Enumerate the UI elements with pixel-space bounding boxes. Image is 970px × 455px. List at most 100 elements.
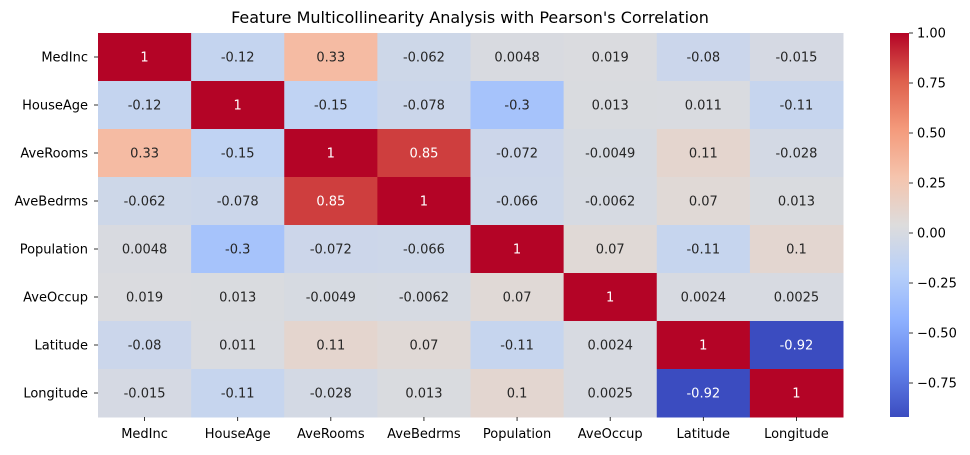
y-tick-label: HouseAge: [22, 99, 88, 114]
colorbar-tick-label: 0.00: [917, 227, 946, 242]
heatmap-cells: [98, 33, 844, 418]
cell-value-label: -0.11: [686, 243, 720, 258]
cell-value-label: -0.0062: [399, 291, 449, 306]
heatmap-cell: [749, 81, 844, 130]
y-tick-label: AveOccup: [23, 291, 88, 306]
cell-value-label: 1: [513, 243, 521, 258]
heatmap-cell: [284, 321, 378, 370]
heatmap-cell: [470, 225, 565, 274]
cell-value-label: -0.078: [217, 195, 259, 210]
cell-value-label: 1: [420, 195, 428, 210]
x-tick-label: AveRooms: [297, 427, 365, 442]
cell-value-label: -0.15: [314, 99, 348, 114]
cell-value-label: -0.066: [496, 195, 538, 210]
cell-value-label: 0.33: [316, 51, 345, 66]
heatmap-cell: [656, 321, 751, 370]
heatmap-cell: [377, 369, 471, 418]
heatmap-cell: [470, 369, 565, 418]
heatmap-cell: [749, 33, 844, 82]
heatmap-cell: [563, 321, 658, 370]
heatmap-cell: [470, 129, 565, 178]
cell-value-label: 1: [234, 99, 242, 114]
heatmap-cell: [749, 369, 844, 418]
heatmap-cell: [656, 225, 751, 274]
heatmap-cell: [191, 225, 285, 274]
heatmap-cell: [377, 321, 471, 370]
cell-value-label: 0.85: [409, 147, 438, 162]
cell-value-label: -0.062: [124, 195, 166, 210]
cell-value-label: -0.072: [496, 147, 538, 162]
cell-value-label: 0.33: [130, 147, 159, 162]
heatmap-cell: [656, 177, 751, 226]
cell-value-label: 1: [699, 339, 707, 354]
y-tick-label: Population: [20, 243, 88, 258]
heatmap-cell: [749, 225, 844, 274]
heatmap-cell: [656, 33, 751, 82]
cell-value-label: -0.15: [221, 147, 255, 162]
heatmap-cell: [98, 33, 192, 82]
heatmap-cell: [98, 369, 192, 418]
cell-value-label: -0.11: [780, 99, 814, 114]
cell-value-label: -0.08: [686, 51, 720, 66]
chart-title: Feature Multicollinearity Analysis with …: [231, 8, 709, 27]
cell-value-label: 0.07: [596, 243, 625, 258]
cell-value-label: 0.0048: [122, 243, 168, 258]
heatmap-cell: [98, 129, 192, 178]
colorbar: 1.00 0.75 0.50 0.25 0.00 −0.25 −0.50 −0.75: [890, 27, 957, 417]
cell-value-label: 1: [327, 147, 335, 162]
heatmap-cell: [191, 129, 285, 178]
y-tick-label: Latitude: [34, 339, 88, 354]
cell-value-label: 0.011: [219, 339, 256, 354]
heatmap-cell: [284, 33, 378, 82]
heatmap-cell: [191, 177, 285, 226]
cell-value-label: -0.3: [225, 243, 250, 258]
cell-value-label: -0.028: [310, 387, 352, 402]
cell-value-label: -0.12: [128, 99, 162, 114]
colorbar-gradient: [890, 33, 909, 417]
cell-value-label: 0.0048: [494, 51, 540, 66]
cell-value-label: -0.92: [780, 339, 814, 354]
x-tick-label: Latitude: [677, 427, 731, 442]
heatmap-cell: [191, 321, 285, 370]
cell-value-label: -0.0062: [585, 195, 635, 210]
heatmap-cell: [656, 81, 751, 130]
cell-value-label: 0.11: [316, 339, 345, 354]
cell-value-label: -0.0049: [585, 147, 635, 162]
heatmap-cell: [749, 177, 844, 226]
y-tick-label: MedInc: [41, 51, 88, 66]
heatmap-cell: [284, 273, 378, 322]
y-tick-label: AveBedrms: [14, 195, 88, 210]
colorbar-tick-label: −0.50: [917, 327, 957, 342]
heatmap-cell: [98, 177, 192, 226]
heatmap-cell: [98, 273, 192, 322]
cell-value-label: -0.3: [504, 99, 529, 114]
colorbar-tick-label: 0.50: [917, 127, 946, 142]
y-tick-label: AveRooms: [20, 147, 88, 162]
x-tick-label: MedInc: [121, 427, 168, 442]
heatmap-cell: [563, 369, 658, 418]
heatmap-cell: [470, 321, 565, 370]
heatmap-cell: [470, 273, 565, 322]
cell-value-label: 0.0024: [681, 291, 727, 306]
colorbar-tick-label: −0.25: [917, 277, 957, 292]
cell-value-label: -0.078: [403, 99, 445, 114]
x-axis: MedInc HouseAge AveRooms AveBedrms Populatio…: [121, 417, 829, 442]
heatmap-cell: [377, 177, 471, 226]
heatmap-cell: [656, 369, 751, 418]
cell-value-label: 0.0025: [774, 291, 820, 306]
cell-value-label: 0.0024: [587, 339, 633, 354]
heatmap-cell: [98, 321, 192, 370]
heatmap-cell: [377, 225, 471, 274]
heatmap-cell: [284, 177, 378, 226]
cell-value-label: -0.066: [403, 243, 445, 258]
cell-value-label: -0.92: [686, 387, 720, 402]
heatmap-cell: [98, 81, 192, 130]
cell-value-label: 0.11: [689, 147, 718, 162]
colorbar-tick-label: −0.75: [917, 377, 957, 392]
cell-value-label: 0.013: [592, 99, 629, 114]
cell-value-label: 0.07: [409, 339, 438, 354]
heatmap-cell: [563, 225, 658, 274]
heatmap-cell: [656, 129, 751, 178]
cell-value-label: -0.072: [310, 243, 352, 258]
heatmap-cell: [563, 273, 658, 322]
